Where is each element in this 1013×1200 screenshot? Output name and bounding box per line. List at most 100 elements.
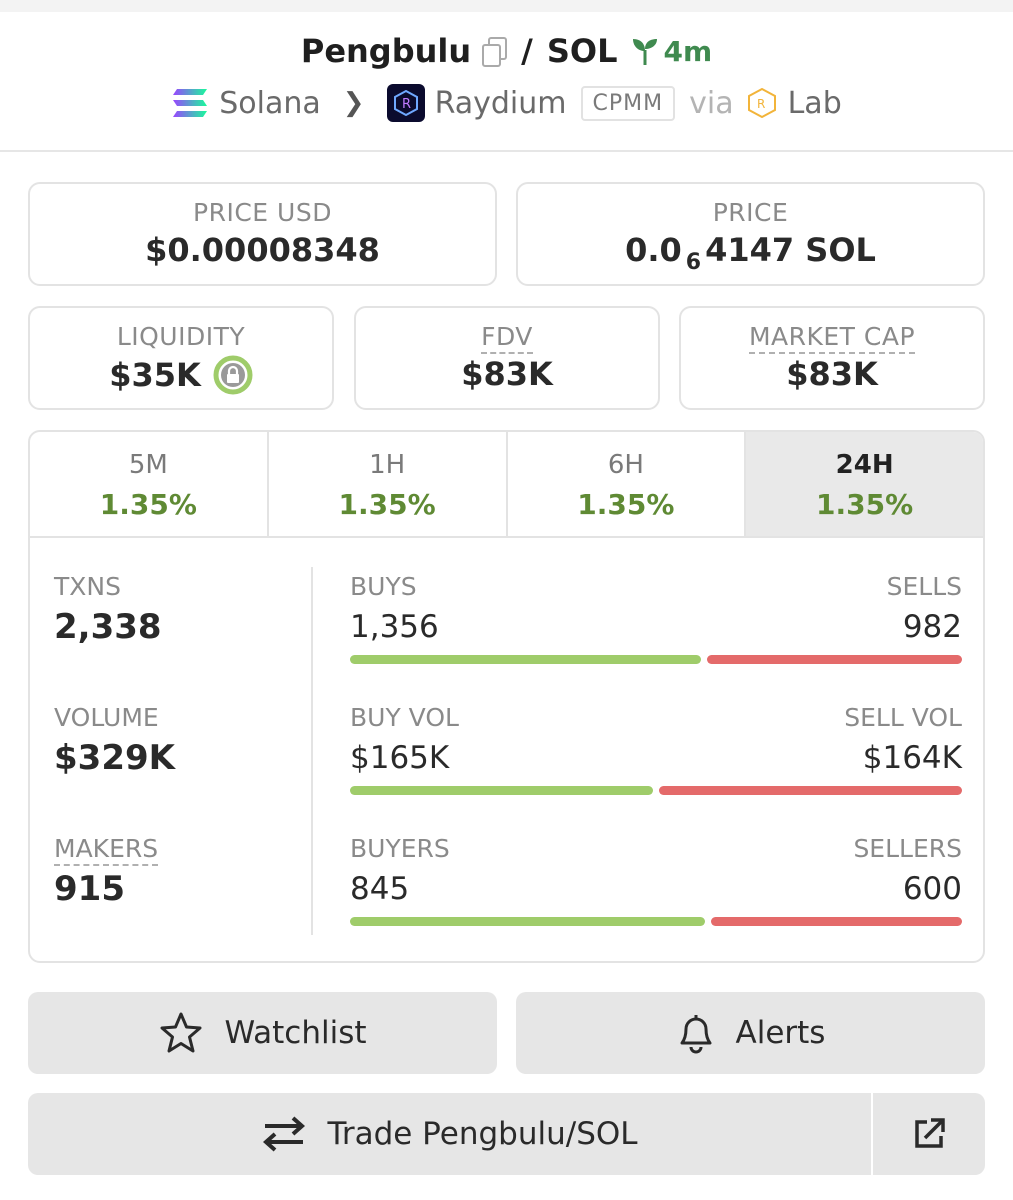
sell-bar <box>659 786 962 795</box>
external-link-icon <box>915 1118 945 1148</box>
tab-label: 1H <box>369 450 406 480</box>
tab-label: 24H <box>835 450 894 480</box>
swap-arrows-icon <box>263 1116 306 1152</box>
buyers-value: 845 <box>350 871 410 907</box>
token-name: Pengbulu <box>300 32 472 70</box>
liquidity-card: LIQUIDITY $35K <box>28 306 334 410</box>
buyers-sellers-row: BUYERS SELLERS 845 600 <box>350 834 962 926</box>
stats-panel: 5M 1.35% 1H 1.35% 6H 1.35% 24H 1.35% TXN… <box>28 430 985 963</box>
buy-vol-label: BUY VOL <box>350 703 459 732</box>
sellers-label: SELLERS <box>853 834 962 863</box>
sell-vol-value: $164K <box>862 740 962 776</box>
pair-title: Pengbulu / SOL 4m <box>0 32 1013 70</box>
bell-icon <box>680 1015 712 1054</box>
tab-1h[interactable]: 1H 1.35% <box>269 432 508 536</box>
alerts-label: Alerts <box>735 1015 826 1051</box>
liquidity-value-row: $35K <box>30 355 332 395</box>
sprout-icon <box>633 39 658 65</box>
raydium-icon: R <box>386 84 425 122</box>
txns-stat: TXNS 2,338 <box>54 572 162 647</box>
volume-split-bar <box>350 786 962 795</box>
tab-label: 6H <box>607 450 644 480</box>
price-usd-card: PRICE USD $0.00008348 <box>28 182 497 286</box>
tab-change: 1.35% <box>816 488 914 521</box>
makers-value: 915 <box>54 869 125 909</box>
buy-bar <box>350 655 702 664</box>
price-usd-label: PRICE USD <box>193 198 332 227</box>
solana-icon <box>173 89 208 117</box>
sells-value: 982 <box>902 609 962 645</box>
trade-label: Trade Pengbulu/SOL <box>327 1116 638 1152</box>
volume-stat: VOLUME $329K <box>54 703 175 778</box>
buys-sells-bar <box>350 655 962 664</box>
timeframe-tabs: 5M 1.35% 1H 1.35% 6H 1.35% 24H 1.35% <box>30 432 983 538</box>
alerts-button[interactable]: Alerts <box>516 992 985 1074</box>
txns-value: 2,338 <box>54 607 162 647</box>
volume-split-row: BUY VOL SELL VOL $165K $164K <box>350 703 962 795</box>
launchpad-link[interactable]: Lab <box>787 85 842 121</box>
fdv-card: FDV $83K <box>354 306 660 410</box>
market-cap-label[interactable]: MARKET CAP <box>748 322 916 354</box>
watchlist-label: Watchlist <box>224 1015 367 1051</box>
buyers-label: BUYERS <box>350 834 450 863</box>
fdv-label[interactable]: FDV <box>481 322 533 354</box>
sell-vol-label: SELL VOL <box>844 703 962 732</box>
star-icon <box>160 1012 202 1053</box>
buys-label: BUYS <box>350 572 417 601</box>
price-usd-value: $0.00008348 <box>145 231 380 269</box>
tab-label: 5M <box>128 450 168 480</box>
quote-symbol: SOL <box>546 32 618 70</box>
watchlist-button[interactable]: Watchlist <box>28 992 497 1074</box>
lab-icon: R <box>747 88 776 118</box>
buy-bar <box>350 786 653 795</box>
copy-icon[interactable] <box>481 37 508 67</box>
buys-sells-row: BUYS SELLS 1,356 982 <box>350 572 962 664</box>
tab-change: 1.35% <box>577 488 675 521</box>
tab-change: 1.35% <box>99 488 197 521</box>
chain-link[interactable]: Solana <box>219 85 321 121</box>
pair-route: Solana ❯ R Raydium CPMM via R Lab <box>0 84 1013 122</box>
dex-link[interactable]: Raydium <box>434 85 567 121</box>
sell-bar <box>710 917 962 926</box>
price-native-value: 0.0 6 4147 SOL <box>518 231 983 275</box>
fdv-value: $83K <box>461 355 553 393</box>
column-divider <box>311 567 313 935</box>
tab-change: 1.35% <box>338 488 436 521</box>
svg-text:R: R <box>402 97 411 112</box>
buys-value: 1,356 <box>350 609 439 645</box>
volume-value: $329K <box>54 738 175 778</box>
svg-text:R: R <box>757 97 765 111</box>
liquidity-value: $35K <box>109 356 201 394</box>
market-cap-card: MARKET CAP $83K <box>679 306 985 410</box>
price-native-rest: 4147 SOL <box>705 231 876 269</box>
sell-bar <box>707 655 962 664</box>
chevron-right-icon: ❯ <box>342 88 365 118</box>
txns-label: TXNS <box>54 572 121 601</box>
tab-24h[interactable]: 24H 1.35% <box>746 432 983 536</box>
price-native-card: PRICE 0.0 6 4147 SOL <box>516 182 985 286</box>
tab-5m[interactable]: 5M 1.35% <box>30 432 269 536</box>
volume-label: VOLUME <box>54 703 159 732</box>
top-strip <box>0 0 1013 12</box>
makers-label[interactable]: MAKERS <box>54 834 159 866</box>
liquidity-label: LIQUIDITY <box>116 322 246 351</box>
buy-vol-value: $165K <box>350 740 450 776</box>
via-text: via <box>689 85 734 121</box>
lock-icon[interactable] <box>213 355 253 395</box>
price-native-label: PRICE <box>712 198 789 227</box>
sells-label: SELLS <box>886 572 962 601</box>
price-native-prefix: 0.0 <box>625 231 682 269</box>
pair-header: Pengbulu / SOL 4m Solana ❯ R Raydium CPM… <box>0 12 1013 152</box>
price-native-zero-count: 6 <box>685 249 702 275</box>
trade-button[interactable]: Trade Pengbulu/SOL <box>28 1093 871 1175</box>
market-cap-value: $83K <box>786 355 878 393</box>
tab-6h[interactable]: 6H 1.35% <box>508 432 747 536</box>
pool-type-badge: CPMM <box>580 85 676 121</box>
sellers-value: 600 <box>902 871 962 907</box>
makers-stat: MAKERS 915 <box>54 834 159 909</box>
pair-age: 4m <box>663 34 713 68</box>
buyers-sellers-bar <box>350 917 962 926</box>
open-external-button[interactable] <box>873 1093 985 1175</box>
pair-separator: / <box>521 32 533 70</box>
buy-bar <box>350 917 705 926</box>
